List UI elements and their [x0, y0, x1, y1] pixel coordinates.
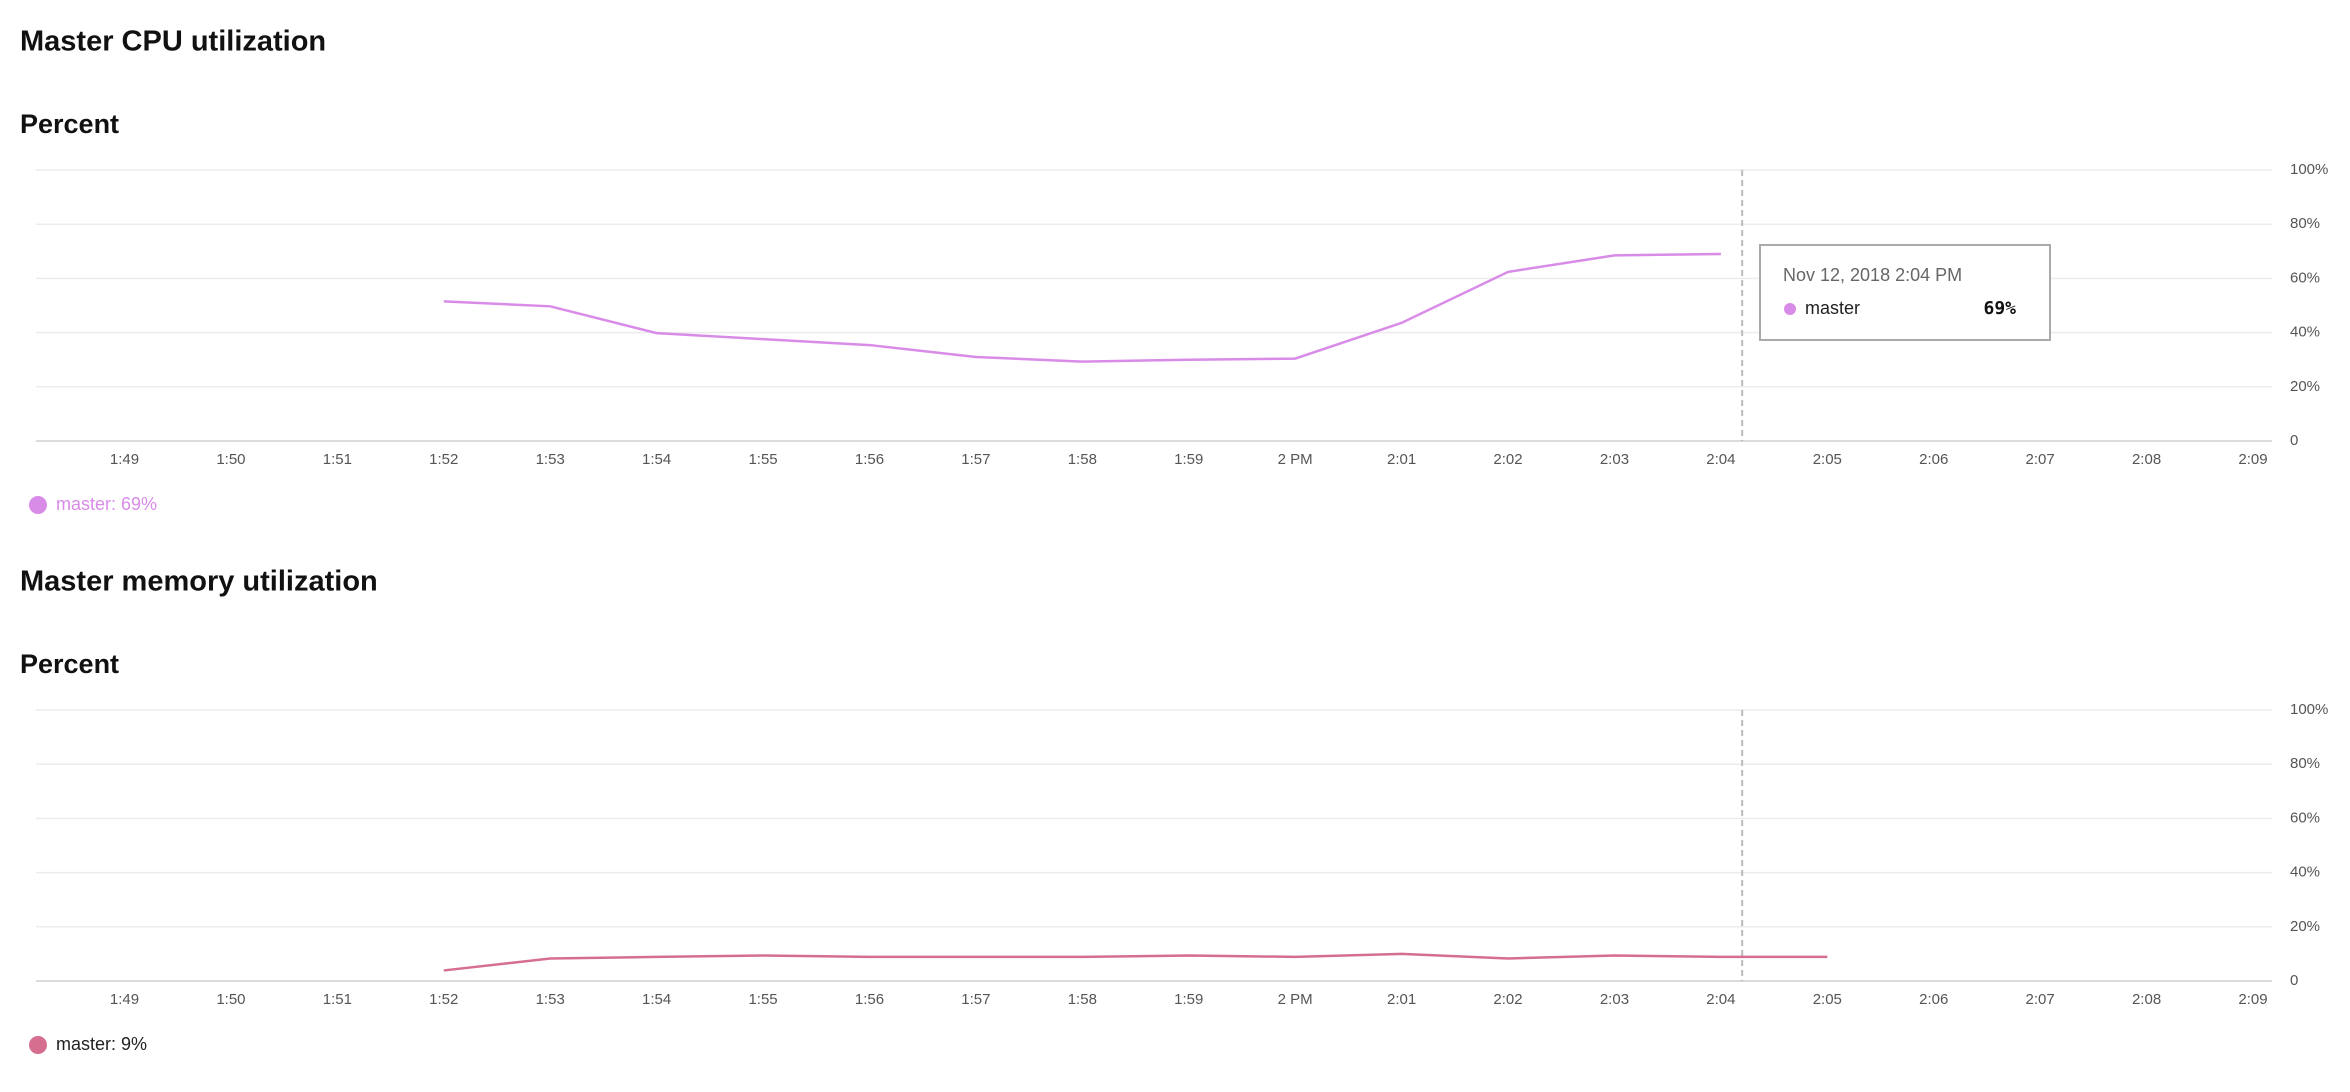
y-tick-label: 100% [2290, 161, 2328, 178]
x-tick-label: 2:05 [1813, 451, 1842, 468]
x-tick-label: 1:54 [642, 991, 671, 1008]
y-tick-label: 60% [2290, 269, 2320, 286]
y-tick-label: 80% [2290, 755, 2320, 772]
y-tick-label: 80% [2290, 215, 2320, 232]
x-tick-label: 2:07 [2026, 451, 2055, 468]
tooltip-value: 69% [1983, 298, 2016, 319]
x-tick-label: 1:55 [748, 451, 777, 468]
x-tick-label: 2:06 [1919, 991, 1948, 1008]
y-tick-label: 0 [2290, 972, 2298, 989]
x-tick-label: 2:03 [1600, 451, 1629, 468]
x-tick-label: 2:06 [1919, 451, 1948, 468]
x-tick-label: 1:49 [110, 991, 139, 1008]
x-tick-label: 1:51 [323, 991, 352, 1008]
tooltip-swatch [1784, 303, 1796, 315]
y-tick-label: 40% [2290, 324, 2320, 341]
x-tick-label: 1:54 [642, 451, 671, 468]
x-tick-label: 1:53 [536, 451, 565, 468]
data-line [443, 252, 1721, 363]
x-tick-label: 2:08 [2132, 991, 2161, 1008]
x-tick-label: 1:59 [1174, 991, 1203, 1008]
legend-swatch [29, 1036, 47, 1054]
y-axis-title: Percent [20, 109, 119, 139]
x-tick-label: 2:09 [2238, 451, 2267, 468]
x-tick-label: 2 PM [1278, 451, 1313, 468]
x-tick-label: 2:02 [1493, 451, 1522, 468]
x-tick-label: 1:58 [1068, 451, 1097, 468]
chart-panel: Master CPU utilization Percent 0 20% 40% 60% 8… [20, 26, 2328, 514]
x-tick-label: 1:50 [216, 991, 245, 1008]
x-tick-label: 1:59 [1174, 451, 1203, 468]
y-tick-label: 20% [2290, 378, 2320, 395]
x-tick-label: 1:58 [1068, 991, 1097, 1008]
y-tick-label: 0 [2290, 432, 2298, 449]
x-tick-label: 1:57 [961, 451, 990, 468]
y-tick-label: 60% [2290, 809, 2320, 826]
legend-label: master: 9% [56, 1034, 147, 1054]
x-tick-label: 2:07 [2026, 991, 2055, 1008]
tooltip-series: master [1805, 298, 1860, 318]
x-tick-label: 1:50 [216, 451, 245, 468]
x-tick-label: 1:56 [855, 991, 884, 1008]
x-tick-label: 2:04 [1706, 991, 1735, 1008]
x-tick-label: 2:03 [1600, 991, 1629, 1008]
x-tick-label: 1:52 [429, 451, 458, 468]
y-tick-label: 20% [2290, 918, 2320, 935]
x-tick-label: 2:08 [2132, 451, 2161, 468]
legend-swatch [29, 496, 47, 514]
tooltip-box [1759, 244, 2051, 341]
chart-title: Master memory utilization [20, 566, 378, 598]
x-tick-label: 2:09 [2238, 991, 2267, 1008]
x-tick-label: 2:04 [1706, 451, 1735, 468]
x-tick-label: 2 PM [1278, 991, 1313, 1008]
x-tick-label: 2:01 [1387, 991, 1416, 1008]
x-tick-label: 1:53 [536, 991, 565, 1008]
x-tick-label: 2:02 [1493, 991, 1522, 1008]
chart-panel: Master memory utilization Percent 0 20% 40% 6… [20, 566, 2328, 1054]
y-tick-label: 100% [2290, 701, 2328, 718]
x-tick-label: 2:01 [1387, 451, 1416, 468]
chart-title: Master CPU utilization [20, 26, 326, 58]
x-tick-label: 2:05 [1813, 991, 1842, 1008]
legend-label: master: 69% [56, 494, 157, 514]
x-tick-label: 1:57 [961, 991, 990, 1008]
tooltip-title: Nov 12, 2018 2:04 PM [1783, 265, 1962, 285]
y-axis-title: Percent [20, 649, 119, 679]
x-tick-label: 1:55 [748, 991, 777, 1008]
x-tick-label: 1:51 [323, 451, 352, 468]
y-tick-label: 40% [2290, 864, 2320, 881]
x-tick-label: 1:56 [855, 451, 884, 468]
data-line [443, 952, 1828, 972]
x-tick-label: 1:49 [110, 451, 139, 468]
x-tick-label: 1:52 [429, 991, 458, 1008]
